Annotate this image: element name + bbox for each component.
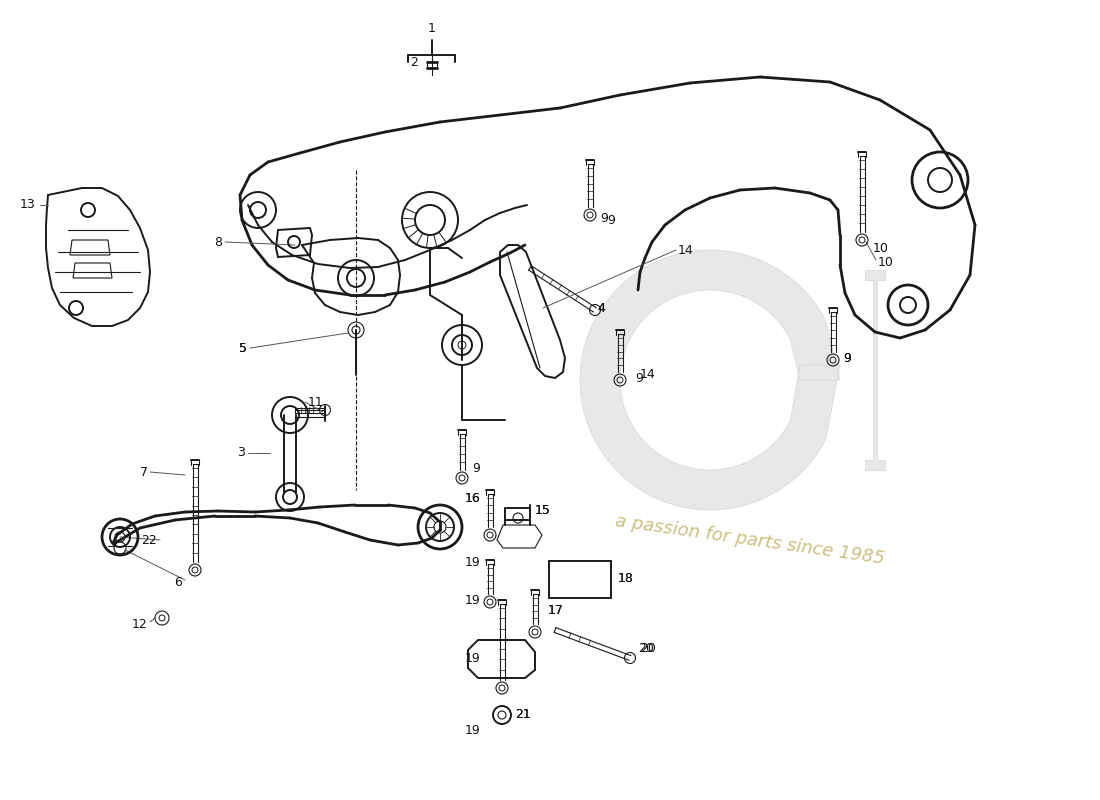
Text: 14: 14 — [678, 243, 694, 257]
Text: 20: 20 — [640, 642, 656, 654]
Text: 8: 8 — [214, 235, 222, 249]
Text: 19: 19 — [464, 723, 480, 737]
Text: 9: 9 — [843, 351, 851, 365]
Text: 9: 9 — [600, 211, 608, 225]
Text: 11: 11 — [308, 395, 323, 409]
Text: 9: 9 — [607, 214, 615, 226]
Text: 21: 21 — [515, 709, 530, 722]
Text: a passion for parts since 1985: a passion for parts since 1985 — [614, 512, 886, 568]
Text: 10: 10 — [878, 257, 894, 270]
Text: 19: 19 — [464, 555, 480, 569]
Text: 17: 17 — [548, 603, 564, 617]
Text: 19: 19 — [464, 594, 480, 606]
Polygon shape — [865, 270, 886, 470]
Text: 16: 16 — [464, 491, 480, 505]
Text: 21: 21 — [515, 709, 530, 722]
Text: 4: 4 — [597, 302, 605, 314]
Text: 22: 22 — [141, 534, 157, 546]
Text: 7: 7 — [140, 466, 148, 478]
Text: 15: 15 — [535, 503, 551, 517]
Text: 9: 9 — [843, 351, 851, 365]
Text: 19: 19 — [464, 651, 480, 665]
Text: 10: 10 — [873, 242, 889, 254]
Text: 18: 18 — [618, 571, 634, 585]
Text: 1: 1 — [428, 22, 436, 35]
Text: 3: 3 — [238, 446, 245, 459]
Text: 5: 5 — [239, 342, 248, 354]
Text: 9: 9 — [635, 371, 642, 385]
Polygon shape — [580, 250, 840, 510]
Text: 2: 2 — [410, 55, 418, 69]
Text: 12: 12 — [131, 618, 147, 631]
Text: 6: 6 — [174, 577, 182, 590]
Text: 13: 13 — [20, 198, 35, 211]
Text: 14: 14 — [640, 369, 656, 382]
Text: 20: 20 — [638, 642, 653, 654]
Text: 17: 17 — [548, 603, 564, 617]
Text: 18: 18 — [618, 571, 634, 585]
Text: 15: 15 — [535, 503, 551, 517]
Text: 4: 4 — [597, 302, 605, 314]
Text: 16: 16 — [464, 491, 480, 505]
Text: 9: 9 — [472, 462, 480, 474]
Text: 5: 5 — [239, 342, 248, 354]
